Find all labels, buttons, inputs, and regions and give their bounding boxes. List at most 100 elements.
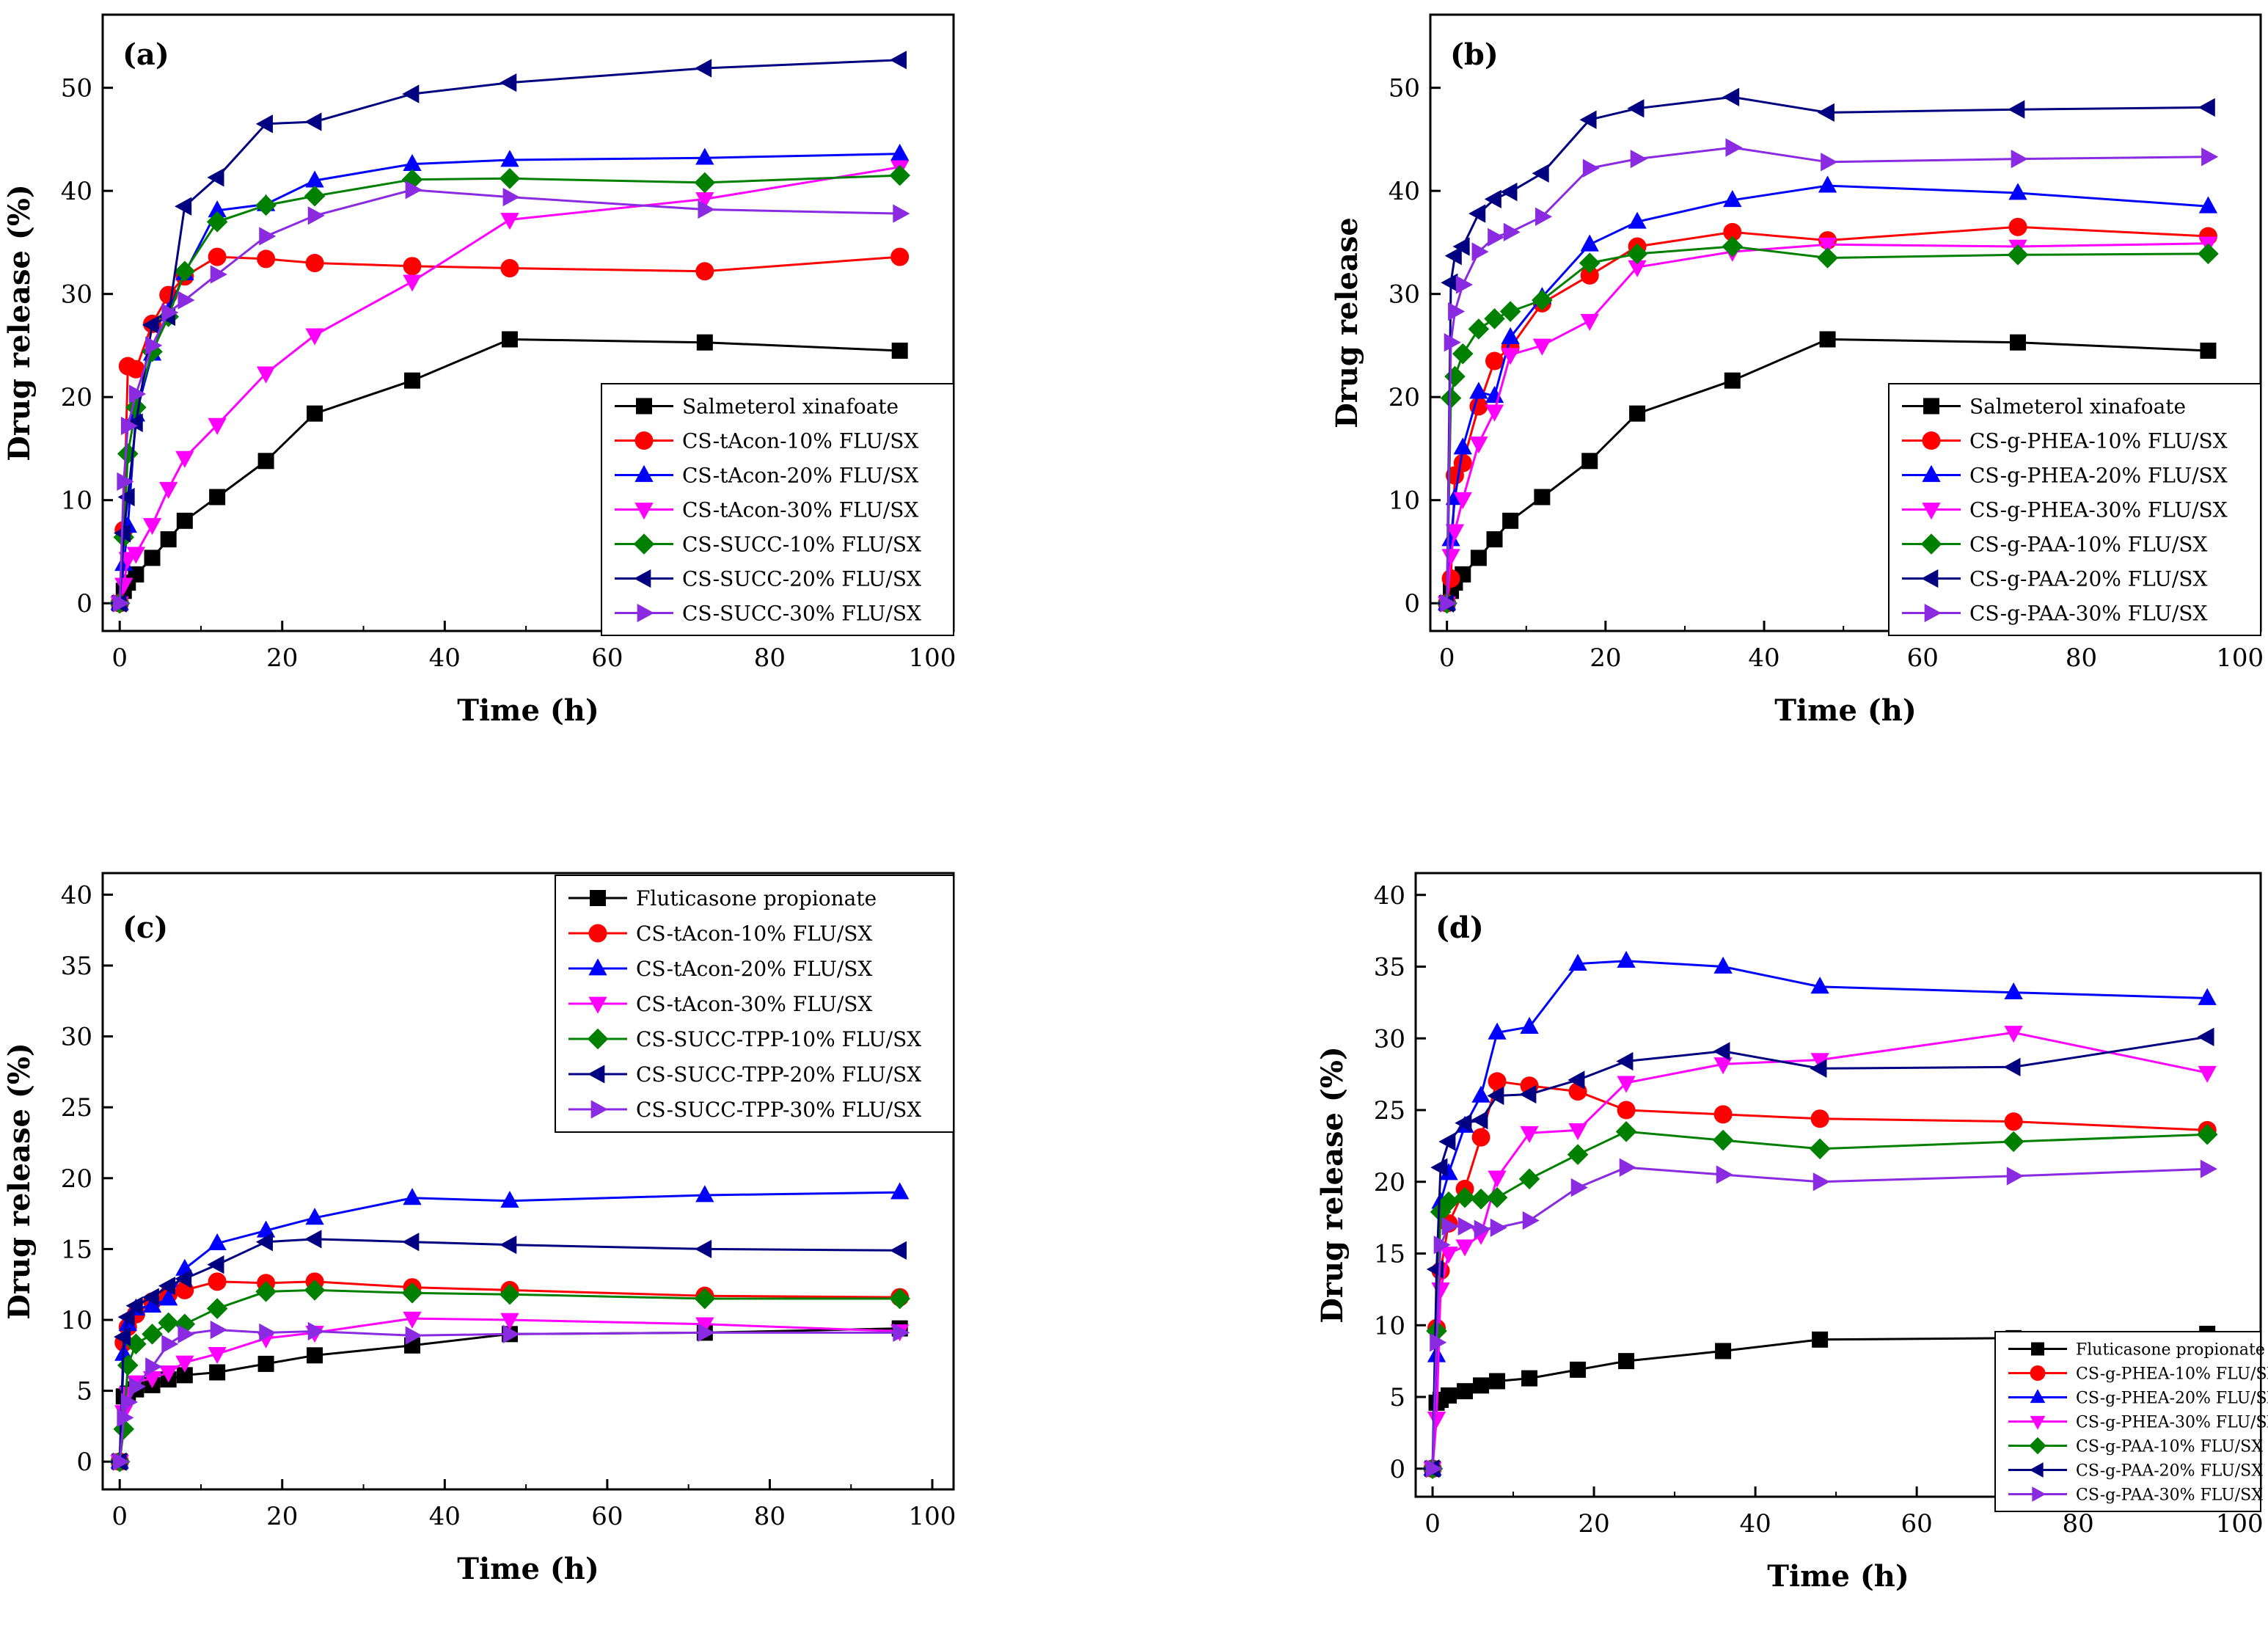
data-point <box>142 315 159 335</box>
data-point <box>1441 549 1460 566</box>
data-point <box>175 197 192 216</box>
legend-entry: CS-SUCC-TPP-10% FLU/SX <box>636 1027 921 1051</box>
data-point <box>120 1393 139 1412</box>
data-point <box>1809 1138 1831 1160</box>
data-point <box>893 204 910 223</box>
data-point <box>1471 242 1489 261</box>
legend-marker <box>1920 533 1942 555</box>
data-point <box>502 1324 520 1343</box>
data-point <box>304 185 326 207</box>
legend-entry: CS-g-PHEA-20% FLU/SX <box>2076 1390 2268 1408</box>
legend-entry: CS-tAcon-10% FLU/SX <box>636 922 872 946</box>
data-point <box>256 366 276 384</box>
data-point <box>402 1233 420 1252</box>
data-point <box>1502 512 1519 529</box>
x-tick-label: 60 <box>591 1502 623 1531</box>
data-point <box>402 84 420 103</box>
y-tick-label: 10 <box>61 486 92 516</box>
data-point <box>1431 1282 1450 1300</box>
data-point <box>695 59 712 78</box>
data-point <box>1444 247 1462 266</box>
data-point <box>1629 405 1646 422</box>
data-point <box>1455 1113 1472 1133</box>
data-point <box>500 1190 519 1208</box>
data-point <box>695 192 714 210</box>
data-point <box>500 1235 517 1255</box>
data-point <box>890 1182 910 1200</box>
y-tick-label: 30 <box>1389 280 1420 310</box>
data-point <box>209 1364 226 1381</box>
data-point <box>1534 489 1551 506</box>
y-tick-label: 10 <box>1374 1311 1405 1340</box>
data-point <box>696 334 713 351</box>
data-point <box>117 1307 135 1327</box>
data-point <box>2003 1057 2021 1076</box>
series-line <box>118 153 900 604</box>
data-point <box>694 172 716 194</box>
panel-3: 0 20 40 60 80 100 0 5 10 15 20 25 30 35 40 Time (h) Drug… <box>2 872 956 1586</box>
legend-marker <box>637 603 654 623</box>
data-point <box>695 1317 714 1335</box>
data-point <box>1444 333 1461 352</box>
y-tick-label: 50 <box>61 74 92 103</box>
data-point <box>1452 343 1474 365</box>
data-point <box>145 336 163 355</box>
legend-entry: CS-SUCC-TPP-20% FLU/SX <box>636 1062 921 1087</box>
legend-marker <box>1921 569 1939 588</box>
data-point <box>500 213 519 230</box>
data-point <box>500 259 519 278</box>
data-point <box>1520 1125 1539 1144</box>
data-point <box>2004 1026 2023 1043</box>
data-point <box>142 1288 159 1307</box>
legend-entry: CS-tAcon-20% FLU/SX <box>636 957 872 981</box>
data-point <box>1616 1051 1634 1071</box>
data-point <box>174 260 196 282</box>
series-line <box>118 189 900 604</box>
data-point <box>208 417 227 435</box>
data-point <box>1489 1373 1506 1390</box>
data-point <box>1469 437 1488 454</box>
y-tick-label: 30 <box>61 1023 92 1052</box>
legend-entry: CS-tAcon-10% FLU/SX <box>682 429 918 453</box>
data-point <box>1818 175 1837 193</box>
data-point <box>257 249 276 269</box>
legend-marker <box>2029 1437 2046 1455</box>
data-point <box>125 396 147 418</box>
data-point <box>305 328 324 346</box>
panel-4: 0 20 40 60 80 100 0 5 10 15 20 25 30 35 40 Time (h) Drug… <box>1315 872 2268 1594</box>
data-point <box>1488 1022 1507 1040</box>
data-point <box>2002 1131 2024 1153</box>
data-point <box>1469 382 1488 399</box>
legend-marker <box>587 1028 609 1050</box>
series-7 <box>1425 1158 2217 1478</box>
panel-label: (b) <box>1450 37 1499 72</box>
data-point <box>178 291 195 310</box>
data-point <box>307 1321 325 1341</box>
data-point <box>142 1371 162 1388</box>
data-point <box>175 1269 192 1288</box>
x-tick-label: 60 <box>591 643 623 673</box>
data-point <box>1474 1219 1491 1238</box>
legend-entry: CS-g-PHEA-30% FLU/SX <box>1969 498 2228 522</box>
data-point <box>403 1188 422 1205</box>
data-point <box>125 1296 143 1316</box>
data-point <box>307 405 323 422</box>
y-tick-label: 15 <box>61 1235 92 1264</box>
legend: Fluticasone propionate CS-g-PHEA-10% FLU/… <box>1994 1331 2268 1512</box>
data-point <box>698 1323 715 1343</box>
data-point <box>1425 1459 1443 1478</box>
data-point <box>1501 348 1520 365</box>
data-point <box>206 211 228 233</box>
y-tick-label: 0 <box>76 589 92 619</box>
legend-entry: CS-g-PHEA-20% FLU/SX <box>1969 464 2228 488</box>
y-tick-label: 10 <box>61 1306 92 1335</box>
data-point <box>126 360 145 379</box>
data-point <box>1619 1158 1636 1177</box>
data-point <box>1810 1053 1829 1070</box>
data-point <box>1722 87 1740 106</box>
data-point <box>175 450 194 468</box>
data-point <box>1723 190 1742 208</box>
x-tick-label: 20 <box>266 1502 298 1531</box>
data-point <box>1725 138 1743 157</box>
data-point <box>255 1233 273 1252</box>
